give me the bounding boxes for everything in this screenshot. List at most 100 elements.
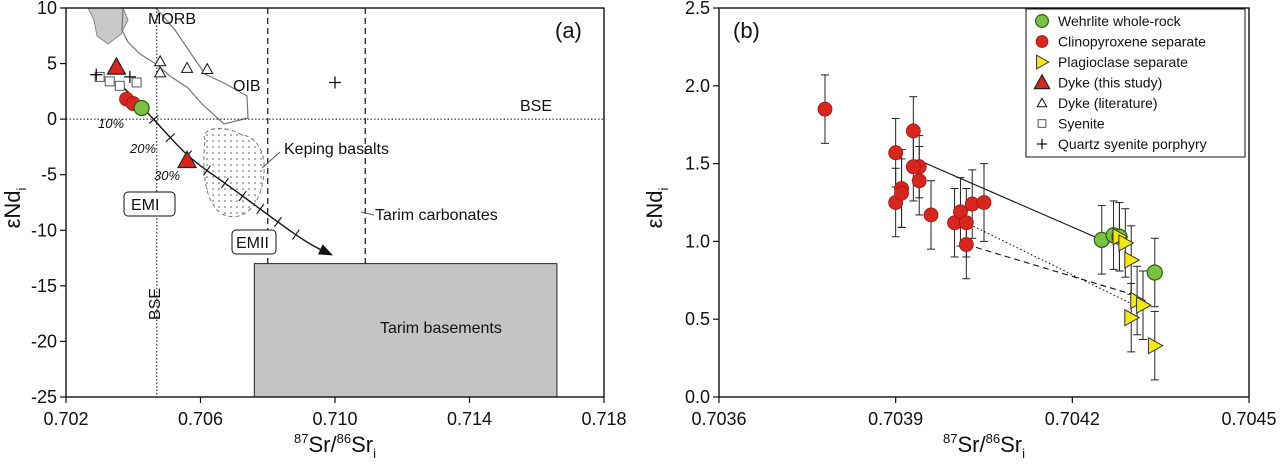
legend-marker-circle-red	[1035, 35, 1049, 48]
emii-label: EMII	[236, 235, 269, 252]
tarim-carbonates-leader	[360, 211, 375, 216]
panel-a-points	[90, 54, 341, 169]
data-point-square-open	[131, 77, 142, 88]
data-point-circle-red	[905, 159, 921, 175]
data-point-circle-red	[911, 173, 927, 189]
mixing-tick	[238, 190, 247, 202]
legend-box	[1025, 8, 1246, 158]
mixing-tick	[256, 203, 265, 215]
panel-b-axis-ticks: 0.7036 0.7039 0.7042 0.7045 2.5 2.0 1.5 1.0 0.5 0…	[685, 0, 1277, 429]
x-tick-label: 0.714	[447, 409, 492, 429]
y-tick-label: -20	[31, 331, 57, 351]
y-tick-label: -25	[31, 387, 57, 407]
panel-a: 0.702 0.706 0.710 0.714 0.718 10 5 0 -5 -10 -15 -20…	[0, 0, 627, 461]
data-point-circle-red	[976, 195, 992, 210]
data-point-triangle-right-yellow	[1124, 308, 1141, 327]
panel-a-xlabel: 87Sr/86Sri	[294, 431, 376, 461]
data-point-circle-red	[817, 101, 833, 117]
legend-marker-triangle-open	[1036, 97, 1048, 108]
data-point-circle-red	[923, 207, 939, 223]
data-point-triangle-open	[153, 65, 167, 78]
mixing-tick	[291, 229, 300, 240]
oib-label: OIB	[233, 78, 261, 95]
y-tick-label: 0	[47, 109, 57, 129]
morb-field	[87, 7, 129, 45]
data-point-triangle-open	[180, 61, 194, 73]
data-point-plus	[123, 70, 136, 83]
data-point-square-open	[104, 76, 115, 87]
emii-label-box	[231, 229, 277, 255]
emi-label: EMI	[131, 197, 159, 214]
data-point-triangle-open	[153, 54, 167, 67]
panel-b: 0.7036 0.7039 0.7042 0.7045 2.5 2.0 1.5 1.0 0.5 0…	[642, 0, 1277, 461]
legend-label: Plagioclase separate	[1058, 54, 1188, 70]
data-point-circle-red	[958, 215, 974, 231]
tarim-basements-box	[253, 263, 558, 398]
bse-horizontal-label: BSE	[520, 98, 552, 115]
data-point-plus	[90, 68, 103, 81]
x-tick-label: 0.718	[581, 409, 626, 429]
tie-line-solid	[919, 159, 1102, 241]
legend: Wehrlite whole-rock Clinopyroxene separat…	[1025, 8, 1246, 158]
mixing-tick	[148, 114, 159, 124]
legend-label: Syenite	[1058, 116, 1105, 132]
x-tick-label: 0.710	[312, 409, 357, 429]
data-point-triangle-open	[200, 62, 214, 75]
x-tick-label: 0.7042	[1045, 409, 1100, 429]
legend-label: Quartz syenite porphyry	[1058, 136, 1207, 152]
data-point-triangle-right-yellow	[1124, 251, 1141, 269]
y-tick-label: 10	[37, 0, 57, 18]
panel-b-points	[817, 74, 1164, 381]
y-tick-label: 5	[47, 54, 57, 74]
legend-marker-square-open	[1037, 119, 1047, 128]
panel-b-ylabel: εNdi	[642, 187, 671, 228]
tarim-basements-label: Tarim basements	[380, 320, 502, 337]
mixing-tick	[273, 216, 282, 228]
mixing-label-10: 10%	[98, 116, 124, 131]
tarim-carbonates-label: Tarim carbonates	[375, 207, 498, 224]
data-point-circle-green	[133, 99, 150, 117]
y-tick-label: -5	[41, 165, 57, 185]
y-tick-label: -10	[31, 220, 57, 240]
x-tick-label: 0.702	[43, 409, 88, 429]
legend-marker-triangle-red	[1033, 73, 1051, 90]
data-point-circle-red	[894, 185, 909, 201]
legend-marker-plus	[1036, 138, 1048, 150]
data-point-triangle-right-yellow	[1118, 234, 1135, 252]
emi-label-box	[123, 191, 176, 217]
mixing-label-30: 30%	[154, 168, 180, 183]
panel-b-frame	[718, 7, 1250, 398]
y-tick-label: 0.5	[685, 309, 710, 329]
keping-basalts-field	[203, 127, 265, 218]
x-tick-label: 0.706	[178, 409, 223, 429]
legend-label: Clinopyroxene separate	[1058, 34, 1206, 50]
oib-field	[121, 7, 249, 125]
x-tick-label: 0.7045	[1221, 409, 1276, 429]
x-tick-label: 0.7039	[868, 409, 923, 429]
legend-label: Dyke (literature)	[1058, 95, 1158, 111]
legend-marker-circle-green	[1035, 14, 1049, 28]
mixing-tick	[203, 165, 211, 176]
y-tick-label: 2.5	[685, 0, 710, 18]
y-tick-label: 1.5	[685, 154, 710, 174]
mixing-label-20: 20%	[129, 141, 156, 156]
keping-basalts-label: Keping basalts	[284, 141, 389, 158]
data-point-square-open	[114, 80, 125, 91]
y-tick-label: 2.0	[685, 76, 710, 96]
panel-b-tie-lines	[919, 159, 1138, 305]
data-point-triangle-right-yellow	[1136, 296, 1153, 315]
data-point-triangle-right-yellow	[1147, 336, 1164, 355]
mixing-tick	[165, 133, 176, 143]
x-tick-label: 0.7036	[691, 409, 746, 429]
data-point-triangle-red	[177, 150, 198, 169]
panel-a-tag: (a)	[555, 18, 582, 43]
data-point-circle-red	[958, 237, 974, 252]
tie-line-dotted	[966, 222, 1132, 305]
data-point-circle-red	[888, 145, 904, 161]
panel-b-tag: (b)	[733, 18, 760, 43]
y-tick-label: 1.0	[685, 231, 710, 251]
morb-label: MORB	[148, 11, 196, 28]
data-point-circle-red	[905, 123, 921, 139]
